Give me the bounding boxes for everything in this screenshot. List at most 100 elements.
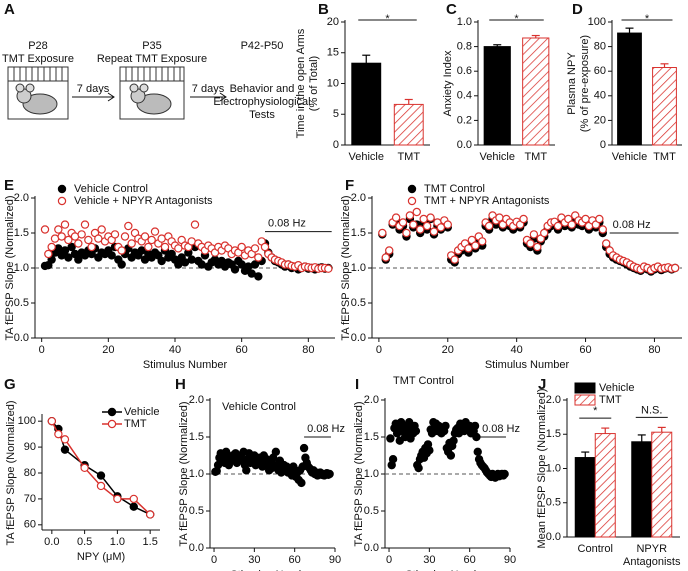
bar bbox=[351, 62, 382, 146]
point bbox=[96, 481, 106, 491]
point bbox=[237, 242, 246, 252]
point bbox=[117, 246, 126, 255]
panel-label: H bbox=[175, 376, 186, 393]
y-tick-label: 2.0 bbox=[189, 394, 204, 406]
point bbox=[670, 263, 680, 273]
category-label: Vehicle bbox=[480, 151, 515, 163]
legend-marker bbox=[107, 407, 117, 417]
arrow-label: 7 days bbox=[77, 83, 110, 95]
y-tick-label: 2.0 bbox=[14, 192, 29, 204]
point bbox=[324, 264, 333, 273]
point bbox=[260, 242, 270, 252]
y-tick-label: 0 bbox=[600, 139, 606, 151]
point bbox=[120, 232, 130, 241]
point bbox=[464, 244, 473, 253]
point bbox=[602, 239, 611, 248]
legend-label: TMT bbox=[124, 418, 147, 430]
point bbox=[250, 260, 260, 269]
y-tick-label: 1.0 bbox=[189, 468, 204, 480]
mouse-ear bbox=[129, 83, 139, 93]
y-tick-label: 80 bbox=[24, 467, 36, 479]
y-axis-label: TA fEPSP Slope (Normalized) bbox=[5, 400, 17, 545]
point bbox=[533, 242, 542, 252]
panel-label: A bbox=[4, 1, 15, 18]
y-tick-label: 0.0 bbox=[364, 542, 379, 554]
rate-label: 0.08 Hz bbox=[307, 423, 345, 435]
point bbox=[378, 228, 387, 238]
point bbox=[97, 225, 106, 234]
cage-bars bbox=[8, 67, 68, 82]
y-axis-label: TA fEPSP Slope (Normalized) bbox=[340, 195, 352, 340]
y-tick-label: 60 bbox=[594, 65, 606, 77]
step-text: Repeat TMT Exposure bbox=[97, 53, 207, 65]
y-tick-label: 0.8 bbox=[457, 41, 472, 53]
y-axis-label: TA fEPSP Slope (Normalized) bbox=[4, 195, 16, 340]
step-label: P35 bbox=[142, 40, 162, 52]
x-tick-label: 20 bbox=[102, 344, 114, 356]
point bbox=[190, 220, 200, 229]
x-tick-label: 1.0 bbox=[110, 536, 125, 548]
point bbox=[57, 232, 66, 241]
panel-label: D bbox=[572, 1, 583, 18]
panel-label: F bbox=[345, 177, 354, 194]
mouse bbox=[22, 93, 58, 115]
point bbox=[529, 230, 539, 239]
y-tick-label: 2.0 bbox=[351, 192, 366, 204]
mouse bbox=[136, 93, 172, 115]
category-label: Control bbox=[578, 543, 613, 555]
y-tick-label: 0.4 bbox=[457, 90, 472, 102]
significance-label: * bbox=[514, 13, 519, 25]
point bbox=[84, 235, 93, 245]
point bbox=[64, 235, 73, 245]
x-tick-label: 0 bbox=[39, 344, 45, 356]
point bbox=[297, 478, 306, 488]
legend-label: Vehicle Control bbox=[74, 183, 148, 195]
panel: D 0 20 40 60 80 100 Plasma NPY (% of pre-exposur… bbox=[566, 1, 682, 163]
x-tick-label: 0 bbox=[211, 554, 217, 566]
point bbox=[74, 239, 83, 248]
legend-marker bbox=[57, 196, 67, 206]
point bbox=[598, 225, 607, 234]
point bbox=[411, 426, 421, 436]
x-axis-label: Stimulus Number bbox=[143, 359, 228, 371]
point bbox=[113, 494, 122, 504]
panel: C 0.0 0.2 0.4 0.6 0.8 1.0 Anxiety Index * Vehicle… bbox=[442, 1, 555, 163]
x-tick-label: 0 bbox=[376, 344, 382, 356]
diagram: A P28 TMT Exposure P35 Repeat TMT Exposu… bbox=[2, 1, 311, 121]
point bbox=[500, 469, 509, 479]
y-tick-label: 1.0 bbox=[457, 16, 472, 28]
x-axis-label: Stimulus Number bbox=[485, 359, 570, 371]
point bbox=[187, 255, 196, 264]
y-tick-label: 80 bbox=[594, 41, 606, 53]
category-label: NPYR bbox=[636, 543, 667, 555]
y-axis-label: TA fEPSP Slope (Normalized) bbox=[178, 401, 190, 546]
x-tick-label: 40 bbox=[169, 344, 181, 356]
point bbox=[271, 447, 281, 456]
point bbox=[388, 455, 398, 464]
category-label: TMT bbox=[397, 151, 420, 163]
point bbox=[144, 242, 153, 252]
y-tick-label: 0.6 bbox=[457, 65, 472, 77]
point bbox=[519, 214, 528, 224]
x-tick-label: 60 bbox=[236, 344, 248, 356]
y-tick-label: 10 bbox=[327, 77, 339, 89]
point bbox=[450, 255, 459, 264]
point bbox=[254, 272, 263, 281]
y-tick-label: 100 bbox=[588, 16, 606, 28]
point bbox=[473, 447, 482, 456]
panel: I 0.0 0.5 1.0 1.5 2.0TA fEPSP Slope (Normaliz… bbox=[353, 375, 520, 571]
point bbox=[540, 228, 549, 238]
point bbox=[157, 256, 166, 266]
x-tick-label: 60 bbox=[464, 554, 476, 566]
y-tick-label: 1.5 bbox=[14, 227, 29, 239]
x-tick-label: 20 bbox=[442, 344, 454, 356]
point bbox=[137, 246, 146, 255]
cage bbox=[7, 66, 185, 120]
y-tick-label: 0 bbox=[333, 139, 339, 151]
point bbox=[478, 237, 487, 246]
point bbox=[254, 253, 263, 262]
legend-swatch bbox=[574, 394, 596, 406]
significance-label: N.S. bbox=[641, 404, 662, 416]
bar bbox=[617, 32, 642, 146]
point bbox=[44, 249, 53, 259]
